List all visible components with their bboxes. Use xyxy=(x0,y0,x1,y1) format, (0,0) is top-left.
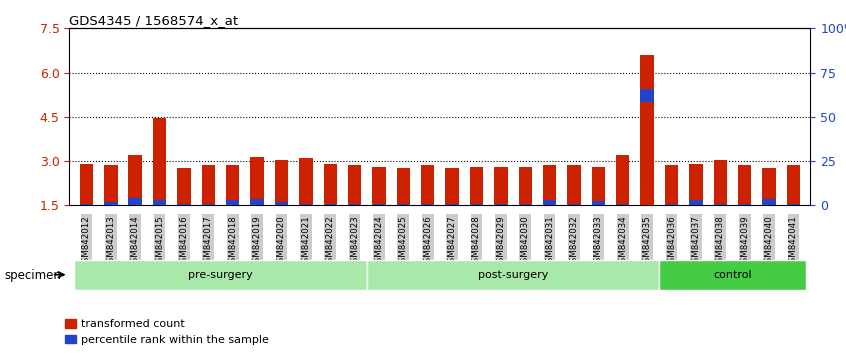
Text: pre-surgery: pre-surgery xyxy=(188,270,253,280)
Bar xyxy=(201,204,215,205)
Bar xyxy=(494,167,508,205)
Bar xyxy=(348,204,361,205)
Bar xyxy=(519,204,532,205)
Bar xyxy=(80,204,93,205)
Bar xyxy=(665,166,678,205)
Bar xyxy=(762,169,776,205)
Bar xyxy=(616,204,629,205)
Bar xyxy=(348,166,361,205)
Bar xyxy=(367,260,659,290)
Bar xyxy=(323,164,337,205)
Bar xyxy=(494,204,508,205)
Bar xyxy=(445,169,459,205)
Bar xyxy=(372,204,386,205)
Bar xyxy=(397,204,410,205)
Bar xyxy=(787,166,800,205)
Bar xyxy=(568,204,580,205)
Bar xyxy=(299,158,312,205)
Bar xyxy=(104,202,118,205)
Bar xyxy=(104,166,118,205)
Bar xyxy=(250,199,264,205)
Bar xyxy=(80,164,93,205)
Bar xyxy=(543,166,557,205)
Bar xyxy=(178,169,190,205)
Bar xyxy=(470,167,483,205)
Bar xyxy=(299,204,312,205)
Bar xyxy=(640,55,654,205)
Bar xyxy=(762,199,776,205)
Bar xyxy=(713,204,727,205)
Bar xyxy=(616,155,629,205)
Bar xyxy=(153,200,167,205)
Text: control: control xyxy=(713,270,752,280)
Bar xyxy=(665,204,678,205)
Text: post-surgery: post-surgery xyxy=(478,270,548,280)
Bar xyxy=(738,204,751,205)
Bar xyxy=(543,200,557,205)
Bar xyxy=(787,204,800,205)
Bar xyxy=(421,204,435,205)
Text: specimen: specimen xyxy=(4,269,61,282)
Bar xyxy=(74,260,367,290)
Bar xyxy=(275,202,288,205)
Bar xyxy=(591,167,605,205)
Bar xyxy=(470,204,483,205)
Bar xyxy=(129,198,142,205)
Bar xyxy=(445,204,459,205)
Bar xyxy=(659,260,805,290)
Bar xyxy=(153,118,167,205)
Legend: transformed count, percentile rank within the sample: transformed count, percentile rank withi… xyxy=(65,319,269,345)
Bar xyxy=(250,156,264,205)
Bar xyxy=(275,160,288,205)
Bar xyxy=(568,166,580,205)
Bar xyxy=(591,201,605,205)
Bar xyxy=(640,89,654,102)
Bar xyxy=(372,167,386,205)
Bar xyxy=(713,160,727,205)
Bar xyxy=(129,155,142,205)
Bar xyxy=(201,166,215,205)
Bar xyxy=(397,169,410,205)
Bar xyxy=(689,164,702,205)
Bar xyxy=(323,204,337,205)
Bar xyxy=(178,204,190,205)
Text: GDS4345 / 1568574_x_at: GDS4345 / 1568574_x_at xyxy=(69,14,239,27)
Bar xyxy=(421,166,435,205)
Bar xyxy=(519,167,532,205)
Bar xyxy=(689,200,702,205)
Bar xyxy=(226,166,239,205)
Bar xyxy=(738,166,751,205)
Bar xyxy=(226,200,239,205)
